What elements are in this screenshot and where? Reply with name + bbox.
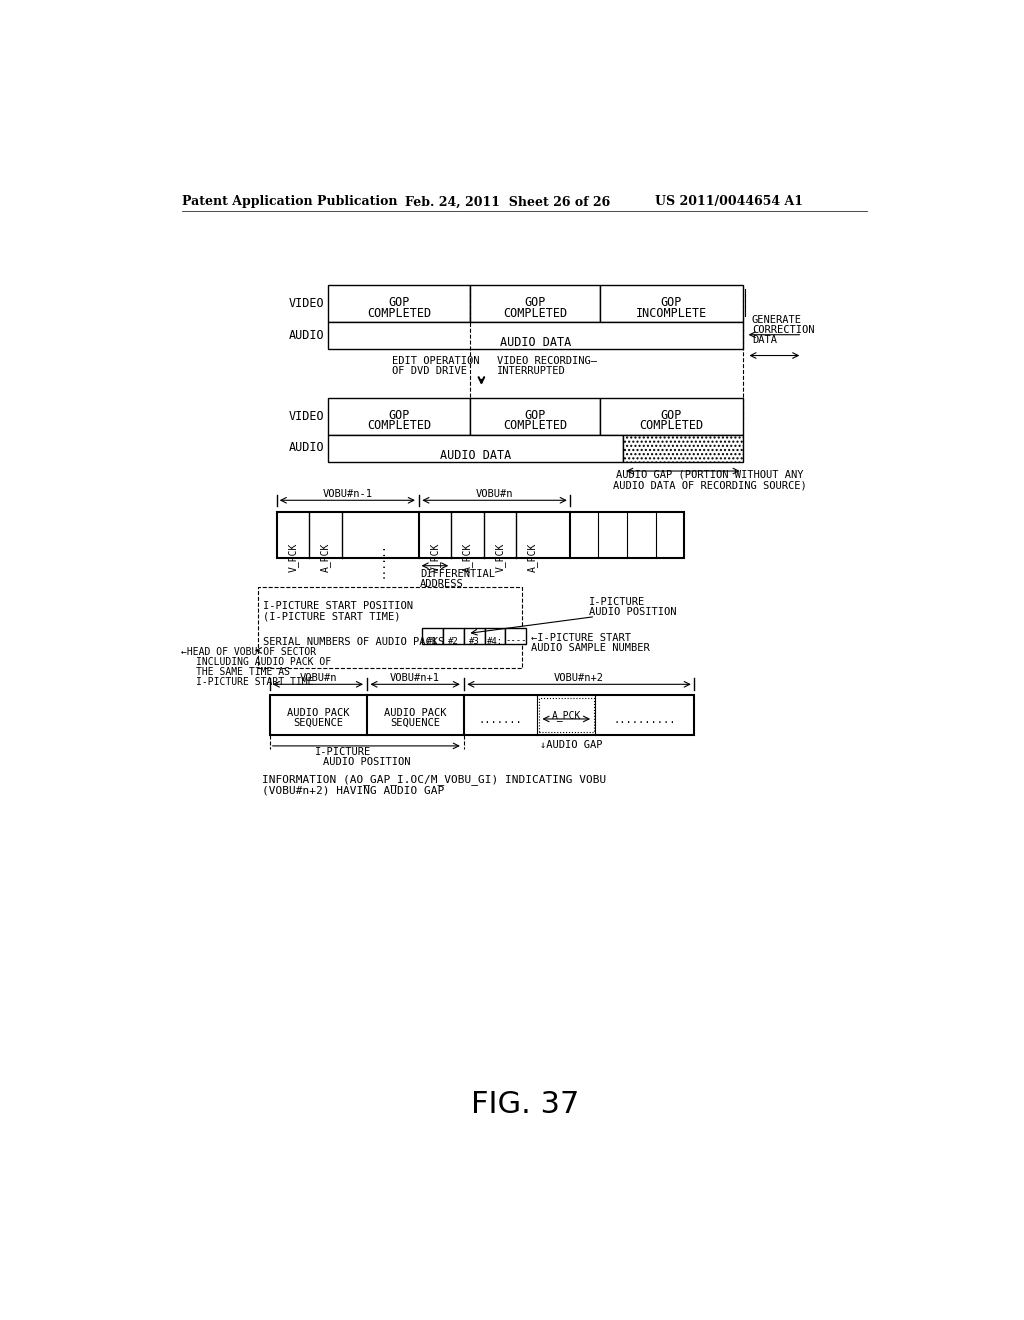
Text: V_PCK: V_PCK xyxy=(495,543,506,572)
Text: ↓AUDIO GAP: ↓AUDIO GAP xyxy=(540,739,602,750)
Bar xyxy=(484,628,506,644)
Text: CORRECTION: CORRECTION xyxy=(752,325,814,335)
Text: GOP: GOP xyxy=(660,409,682,421)
Text: AUDIO: AUDIO xyxy=(289,329,324,342)
Text: ←HEAD OF VOBU OF SECTOR: ←HEAD OF VOBU OF SECTOR xyxy=(180,647,315,656)
Bar xyxy=(422,628,442,644)
Text: AUDIO PACK: AUDIO PACK xyxy=(384,708,446,718)
Text: (I-PICTURE START TIME): (I-PICTURE START TIME) xyxy=(263,612,400,622)
Text: SEQUENCE: SEQUENCE xyxy=(293,718,343,729)
Text: INCOMPLETE: INCOMPLETE xyxy=(636,308,707,319)
Bar xyxy=(506,628,526,644)
Bar xyxy=(258,587,521,668)
Bar xyxy=(270,696,693,735)
Text: INCLUDING AUDIO PACK OF: INCLUDING AUDIO PACK OF xyxy=(197,656,332,667)
Text: VOBU#n+2: VOBU#n+2 xyxy=(554,673,604,682)
Text: SEQUENCE: SEQUENCE xyxy=(390,718,440,729)
Text: V_PCK: V_PCK xyxy=(429,543,440,572)
Text: GENERATE: GENERATE xyxy=(752,314,802,325)
Text: ←I-PICTURE START: ←I-PICTURE START xyxy=(531,632,631,643)
Text: ......: ...... xyxy=(375,543,385,578)
Text: VOBU#n: VOBU#n xyxy=(475,488,513,499)
Text: COMPLETED: COMPLETED xyxy=(367,308,431,319)
Text: AUDIO POSITION: AUDIO POSITION xyxy=(323,758,411,767)
Bar xyxy=(539,698,594,733)
Text: I-PICTURE START TIME: I-PICTURE START TIME xyxy=(197,677,313,686)
Text: I-PICTURE: I-PICTURE xyxy=(315,747,372,758)
Text: AUDIO POSITION: AUDIO POSITION xyxy=(589,607,677,616)
Text: DATA: DATA xyxy=(752,335,777,345)
Text: AUDIO DATA: AUDIO DATA xyxy=(440,449,511,462)
Text: A_PCK: A_PCK xyxy=(552,710,581,722)
Text: THE SAME TIME AS: THE SAME TIME AS xyxy=(197,667,290,677)
Bar xyxy=(600,397,742,434)
Text: AUDIO PACK: AUDIO PACK xyxy=(287,708,349,718)
Text: COMPLETED: COMPLETED xyxy=(503,420,567,433)
Text: VIDEO: VIDEO xyxy=(289,409,324,422)
Bar xyxy=(470,285,600,322)
Text: A_PCK: A_PCK xyxy=(462,543,473,572)
Text: GOP: GOP xyxy=(524,296,546,309)
Text: COMPLETED: COMPLETED xyxy=(367,420,431,433)
Text: A_PCK: A_PCK xyxy=(321,543,331,572)
Text: AUDIO: AUDIO xyxy=(289,441,324,454)
Bar xyxy=(470,397,600,434)
Text: EDIT OPERATION: EDIT OPERATION xyxy=(392,355,480,366)
Text: VIDEO RECORDING—: VIDEO RECORDING— xyxy=(497,355,597,366)
Text: A_PCK: A_PCK xyxy=(527,543,538,572)
Text: US 2011/0044654 A1: US 2011/0044654 A1 xyxy=(655,195,803,209)
Text: AUDIO GAP (PORTION WITHOUT ANY: AUDIO GAP (PORTION WITHOUT ANY xyxy=(616,470,804,479)
Text: FIG. 37: FIG. 37 xyxy=(471,1090,579,1119)
Text: ----: ---- xyxy=(505,636,526,645)
Text: AUDIO DATA OF RECORDING SOURCE): AUDIO DATA OF RECORDING SOURCE) xyxy=(613,480,807,490)
Text: DIFFERENTIAL: DIFFERENTIAL xyxy=(420,569,496,578)
Text: AUDIO DATA: AUDIO DATA xyxy=(500,337,571,350)
Text: Feb. 24, 2011  Sheet 26 of 26: Feb. 24, 2011 Sheet 26 of 26 xyxy=(406,195,610,209)
Bar xyxy=(328,434,624,462)
Text: V_PCK: V_PCK xyxy=(288,543,299,572)
Bar xyxy=(276,512,684,558)
Text: SERIAL NUMBERS OF AUDIO PACKS: SERIAL NUMBERS OF AUDIO PACKS xyxy=(263,636,444,647)
Text: AUDIO SAMPLE NUMBER: AUDIO SAMPLE NUMBER xyxy=(531,643,650,652)
Bar xyxy=(464,628,484,644)
Text: I-PICTURE: I-PICTURE xyxy=(589,597,645,606)
Bar xyxy=(442,628,464,644)
Text: #4:: #4: xyxy=(486,636,503,645)
Text: GOP: GOP xyxy=(388,296,410,309)
Text: GOP: GOP xyxy=(524,409,546,421)
Text: .......: ....... xyxy=(479,715,522,725)
Text: GOP: GOP xyxy=(388,409,410,421)
Text: COMPLETED: COMPLETED xyxy=(639,420,703,433)
Text: #2: #2 xyxy=(447,636,459,645)
Text: INFORMATION (AO_GAP_I.OC/M_VOBU_GI) INDICATING VOBU: INFORMATION (AO_GAP_I.OC/M_VOBU_GI) INDI… xyxy=(262,774,606,784)
Text: VOBU#n+1: VOBU#n+1 xyxy=(390,673,440,682)
Bar xyxy=(328,397,470,434)
Text: (VOBU#n+2) HAVING AUDIO GAP: (VOBU#n+2) HAVING AUDIO GAP xyxy=(262,785,444,795)
Text: OF DVD DRIVE: OF DVD DRIVE xyxy=(392,366,467,375)
Text: ADDRESS: ADDRESS xyxy=(420,579,464,589)
Text: VIDEO: VIDEO xyxy=(289,297,324,310)
Text: I-PICTURE START POSITION: I-PICTURE START POSITION xyxy=(263,601,413,611)
Bar xyxy=(328,322,742,350)
Text: #3: #3 xyxy=(469,636,479,645)
Text: INTERRUPTED: INTERRUPTED xyxy=(497,366,565,375)
Text: Patent Application Publication: Patent Application Publication xyxy=(182,195,397,209)
Text: GOP: GOP xyxy=(660,296,682,309)
Text: COMPLETED: COMPLETED xyxy=(503,308,567,319)
Text: #1: #1 xyxy=(427,636,437,645)
Text: ..........: .......... xyxy=(613,715,676,725)
Text: VOBU#n: VOBU#n xyxy=(299,673,337,682)
Bar xyxy=(600,285,742,322)
Text: VOBU#n-1: VOBU#n-1 xyxy=(323,488,373,499)
Bar xyxy=(328,285,470,322)
Bar xyxy=(624,434,742,462)
